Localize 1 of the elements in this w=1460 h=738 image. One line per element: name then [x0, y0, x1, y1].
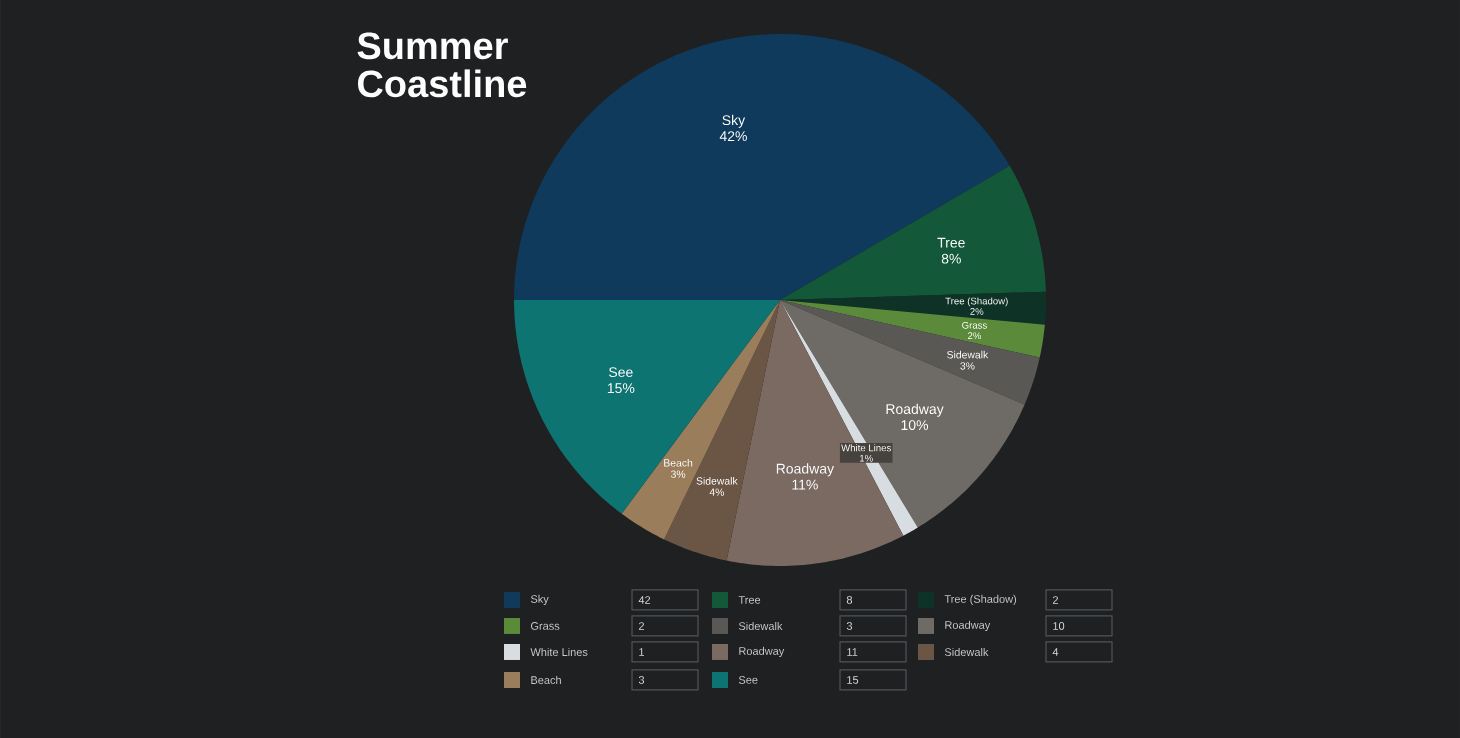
chart-title: Summer Coastline [357, 32, 527, 98]
